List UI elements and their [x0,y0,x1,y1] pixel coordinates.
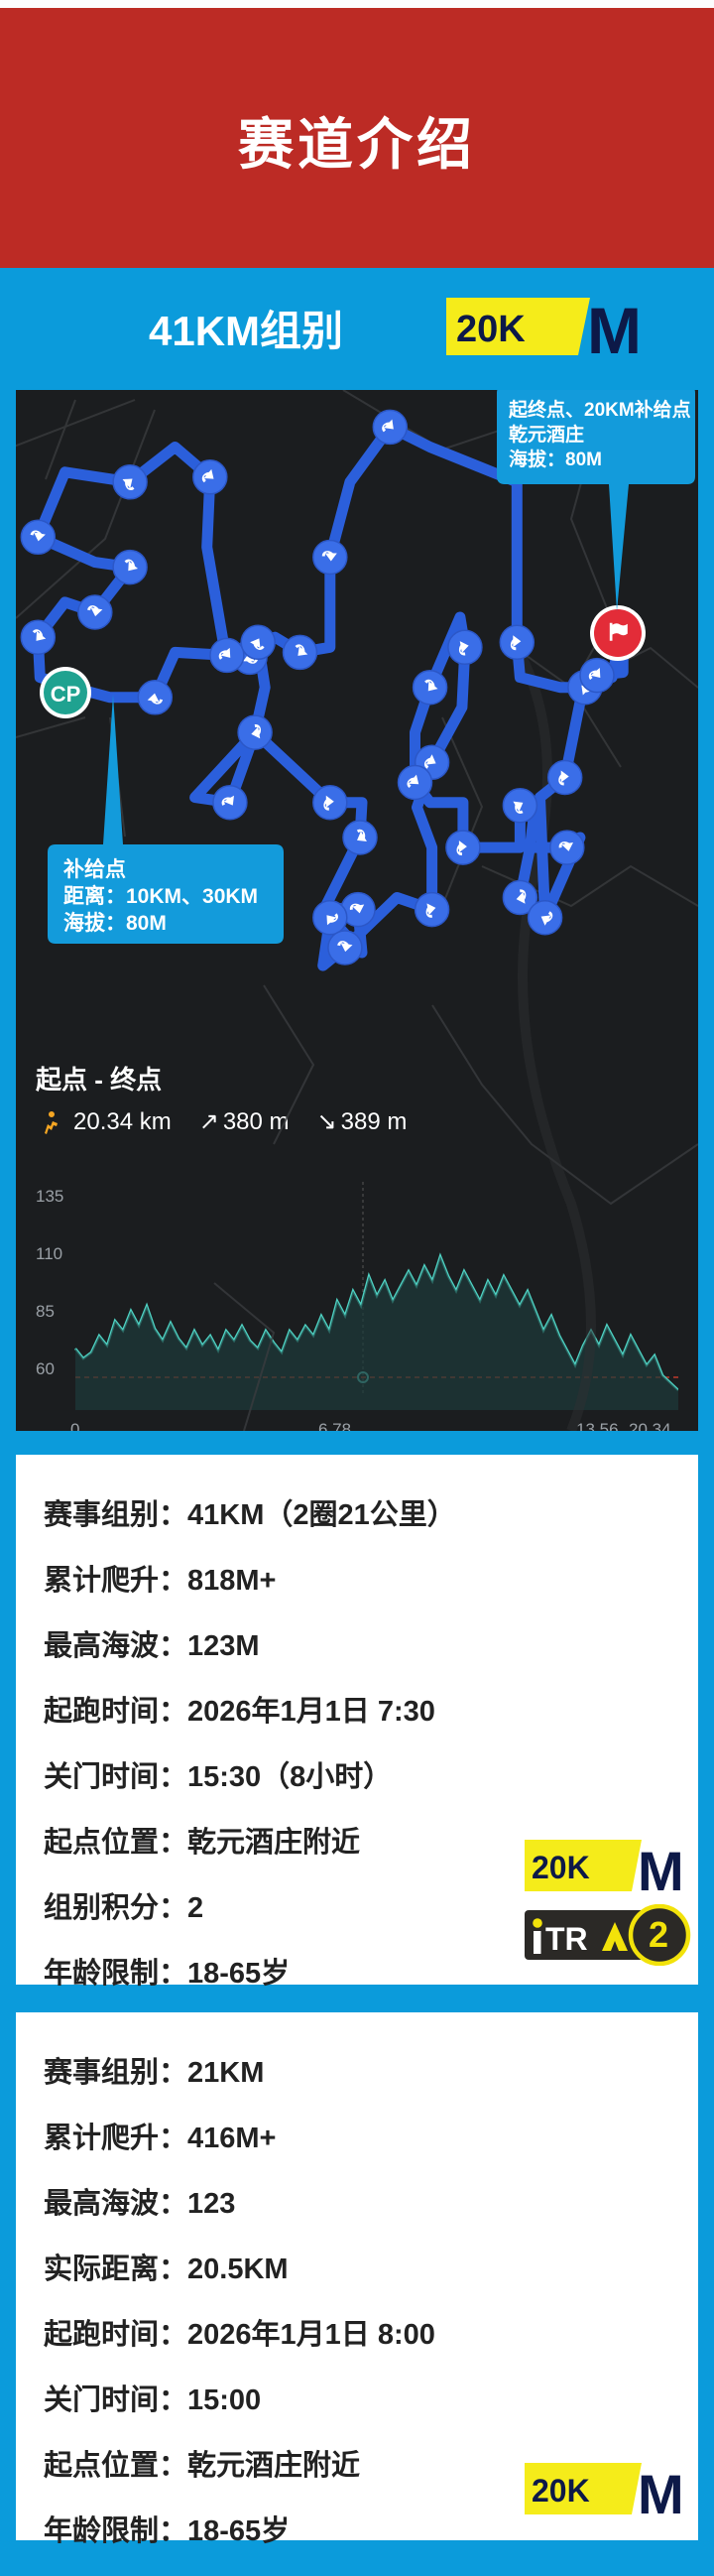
svg-text:20K: 20K [532,1850,590,1885]
svg-text:20K: 20K [456,309,526,350]
svg-text:M: M [638,2463,684,2515]
svg-text:M: M [638,1840,684,1892]
svg-text:20K: 20K [532,2473,590,2509]
svg-text:TR: TR [545,1921,588,1957]
svg-text:M: M [587,296,642,357]
svg-text:2: 2 [649,1914,668,1955]
